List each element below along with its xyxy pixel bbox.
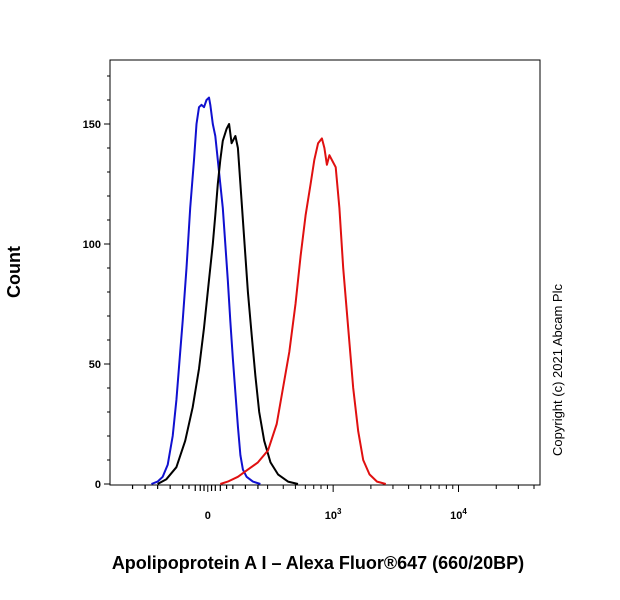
series-line-3 [219, 137, 387, 485]
x-axis-title: Apolipoprotein A I – Alexa Fluor®647 (66… [112, 553, 524, 573]
y-tick-label: 50 [89, 359, 101, 371]
y-tick-label: 0 [95, 479, 101, 491]
x-tick-label: 103 [325, 507, 342, 522]
plot-frame [109, 59, 541, 486]
x-tick-label: 104 [450, 507, 467, 522]
y-tick-label: 100 [83, 239, 101, 251]
x-axis: 0 103 104 [131, 485, 535, 522]
y-axis-title: Count [4, 246, 24, 298]
x-tick-label: 0 [205, 510, 211, 522]
series-line-1 [151, 96, 261, 485]
y-axis: 0 50 100 150 [83, 75, 110, 491]
y-tick-label: 150 [83, 119, 101, 131]
series-line-2 [157, 123, 299, 485]
series-group [151, 96, 387, 485]
copyright-annotation: Copyright (c) 2021 Abcam Plc [550, 284, 565, 456]
